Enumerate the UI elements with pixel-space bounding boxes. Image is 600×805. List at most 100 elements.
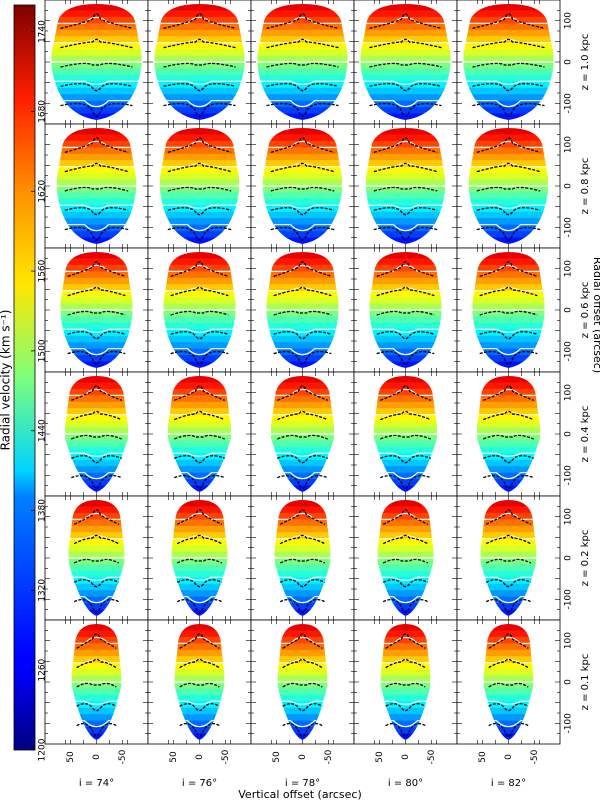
- column-label: i = 82°: [491, 778, 526, 789]
- x-tick-label: -50: [427, 749, 437, 764]
- panel: [44, 619, 149, 745]
- data-contour: [179, 658, 220, 669]
- data-contour: [273, 261, 332, 277]
- model-contour: [163, 287, 236, 292]
- y-tick-label: 100: [564, 632, 574, 649]
- data-contour: [488, 658, 529, 669]
- model-contour: [360, 80, 451, 85]
- x-tick-label: 0: [504, 754, 514, 760]
- model-contour: [257, 100, 348, 108]
- y-tick-label: 100: [564, 384, 574, 401]
- x-tick-label: 50: [478, 751, 488, 763]
- panel: [456, 247, 561, 373]
- model-contour: [369, 287, 442, 292]
- data-contour: [382, 598, 429, 613]
- data-contour: [380, 385, 431, 401]
- data-contour: [476, 207, 541, 216]
- model-contour: [163, 328, 236, 333]
- data-contour: [273, 350, 332, 365]
- data-contour: [479, 261, 538, 277]
- data-contour: [485, 579, 532, 588]
- data-contour: [485, 509, 532, 525]
- data-contour: [476, 162, 541, 173]
- data-contour: [382, 534, 429, 545]
- data-contour: [167, 207, 232, 216]
- model-contour: [483, 659, 534, 664]
- data-contour: [170, 286, 229, 297]
- colorbar-tick-label: 1320: [38, 579, 48, 602]
- data-contour: [67, 286, 126, 297]
- data-contour: [483, 410, 534, 421]
- data-contour: [382, 579, 429, 588]
- data-contour: [170, 261, 229, 277]
- panel: [147, 0, 252, 125]
- colorbar-tick-label: 1560: [38, 259, 48, 282]
- data-contour: [279, 558, 326, 564]
- model-contour: [262, 204, 343, 209]
- data-contour: [369, 38, 442, 49]
- panel-grid: [44, 0, 561, 745]
- model-contour: [154, 16, 245, 24]
- data-contour: [479, 331, 538, 340]
- model-contour: [472, 264, 545, 272]
- data-contour: [64, 207, 129, 216]
- data-contour: [270, 226, 335, 241]
- y-tick-label: -100: [564, 341, 574, 362]
- colorbar-tick-label: 1440: [38, 419, 48, 442]
- model-contour: [463, 100, 554, 108]
- data-contour: [385, 682, 426, 688]
- y-tick-label: -100: [564, 465, 574, 486]
- data-contour: [64, 186, 129, 192]
- column-label: i = 78°: [285, 778, 320, 789]
- model-contour: [380, 700, 431, 705]
- data-contour: [279, 534, 326, 545]
- panel: [456, 619, 561, 745]
- model-contour: [477, 452, 540, 457]
- data-contour: [174, 455, 225, 464]
- data-contour: [176, 558, 223, 564]
- data-contour: [373, 207, 438, 216]
- y-tick-label: 100: [564, 12, 574, 29]
- model-contour: [380, 659, 431, 664]
- data-contour: [71, 410, 122, 421]
- data-contour: [380, 455, 431, 464]
- data-contour: [277, 385, 328, 401]
- y-tick-label: 0: [564, 307, 574, 313]
- model-contour: [374, 472, 437, 480]
- model-contour: [274, 596, 331, 604]
- column-label: i = 74°: [79, 778, 114, 789]
- data-contour: [179, 722, 220, 737]
- y-tick-label: 0: [564, 431, 574, 437]
- row-label: z = 1.0 kpc: [580, 34, 591, 91]
- model-contour: [480, 576, 537, 581]
- panel: [250, 619, 355, 745]
- data-contour: [76, 703, 117, 712]
- y-tick-label: 0: [564, 59, 574, 65]
- data-contour: [369, 83, 442, 92]
- data-contour: [369, 102, 442, 117]
- data-contour: [174, 385, 225, 401]
- y-tick-label: 0: [564, 555, 574, 561]
- model-contour: [262, 140, 343, 148]
- data-contour: [488, 722, 529, 737]
- model-contour: [277, 700, 328, 705]
- panel: [147, 371, 252, 497]
- velocity-field: [174, 624, 225, 740]
- y-tick-label: 0: [564, 679, 574, 685]
- data-contour: [71, 385, 122, 401]
- model-contour: [463, 80, 554, 85]
- data-contour: [170, 310, 229, 316]
- model-contour: [468, 224, 549, 232]
- data-contour: [376, 286, 435, 297]
- model-contour: [468, 204, 549, 209]
- model-contour: [266, 264, 339, 272]
- model-contour: [483, 720, 534, 728]
- colorbar-label: Radial velocity (km s⁻¹): [0, 310, 13, 451]
- model-contour: [365, 204, 446, 209]
- data-contour: [376, 350, 435, 365]
- model-contour: [174, 659, 225, 664]
- y-tick-label: 0: [564, 183, 574, 189]
- row-labels: 100 0 -100 z = 1.0 kpc 100 0 -100 z = 0.8 kpc 10…: [564, 12, 592, 734]
- colorbar-tick-label: 1740: [38, 20, 48, 43]
